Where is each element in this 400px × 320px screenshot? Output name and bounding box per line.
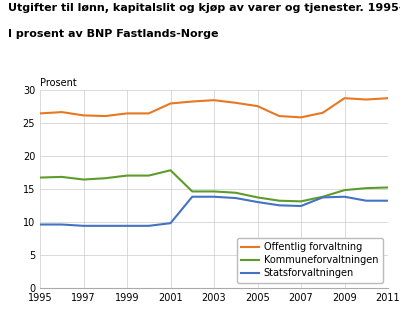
Statsforvaltningen (233, 196, 238, 200)
Statsforvaltningen (255, 200, 260, 204)
Statsforvaltningen (38, 223, 42, 227)
Offentlig forvaltning (190, 100, 195, 103)
Offentlig forvaltning (38, 111, 42, 115)
Kommuneforvaltningen (212, 189, 216, 193)
Kommuneforvaltningen (342, 188, 347, 192)
Offentlig forvaltning (342, 96, 347, 100)
Statsforvaltningen (146, 224, 151, 228)
Statsforvaltningen (59, 223, 64, 227)
Offentlig forvaltning (146, 111, 151, 115)
Statsforvaltningen (103, 224, 108, 228)
Kommuneforvaltningen (190, 189, 195, 193)
Offentlig forvaltning (277, 114, 282, 118)
Kommuneforvaltningen (320, 195, 325, 199)
Statsforvaltningen (342, 195, 347, 199)
Line: Statsforvaltningen: Statsforvaltningen (40, 197, 388, 226)
Kommuneforvaltningen (255, 196, 260, 199)
Statsforvaltningen (212, 195, 216, 199)
Kommuneforvaltningen (233, 191, 238, 195)
Offentlig forvaltning (125, 111, 130, 115)
Kommuneforvaltningen (59, 175, 64, 179)
Offentlig forvaltning (59, 110, 64, 114)
Offentlig forvaltning (364, 98, 369, 101)
Kommuneforvaltningen (277, 199, 282, 203)
Kommuneforvaltningen (38, 176, 42, 180)
Kommuneforvaltningen (298, 199, 304, 203)
Kommuneforvaltningen (125, 174, 130, 178)
Statsforvaltningen (320, 196, 325, 199)
Kommuneforvaltningen (168, 168, 173, 172)
Statsforvaltningen (364, 199, 369, 203)
Kommuneforvaltningen (81, 178, 86, 181)
Statsforvaltningen (386, 199, 390, 203)
Statsforvaltningen (168, 221, 173, 225)
Offentlig forvaltning (298, 116, 304, 119)
Line: Kommuneforvaltningen: Kommuneforvaltningen (40, 170, 388, 201)
Offentlig forvaltning (386, 96, 390, 100)
Text: Prosent: Prosent (40, 78, 77, 88)
Text: Utgifter til lønn, kapitalslit og kjøp av varer og tjenester. 1995-2011.: Utgifter til lønn, kapitalslit og kjøp a… (8, 3, 400, 13)
Statsforvaltningen (298, 204, 304, 208)
Line: Offentlig forvaltning: Offentlig forvaltning (40, 98, 388, 117)
Legend: Offentlig forvaltning, Kommuneforvaltningen, Statsforvaltningen: Offentlig forvaltning, Kommuneforvaltnin… (236, 237, 383, 283)
Kommuneforvaltningen (386, 186, 390, 189)
Kommuneforvaltningen (103, 176, 108, 180)
Offentlig forvaltning (320, 111, 325, 115)
Statsforvaltningen (190, 195, 195, 199)
Statsforvaltningen (277, 204, 282, 207)
Kommuneforvaltningen (146, 174, 151, 178)
Offentlig forvaltning (255, 104, 260, 108)
Offentlig forvaltning (233, 101, 238, 105)
Text: I prosent av BNP Fastlands-Norge: I prosent av BNP Fastlands-Norge (8, 29, 218, 39)
Offentlig forvaltning (103, 114, 108, 118)
Kommuneforvaltningen (364, 186, 369, 190)
Offentlig forvaltning (212, 98, 216, 102)
Offentlig forvaltning (168, 101, 173, 105)
Statsforvaltningen (125, 224, 130, 228)
Offentlig forvaltning (81, 114, 86, 117)
Statsforvaltningen (81, 224, 86, 228)
